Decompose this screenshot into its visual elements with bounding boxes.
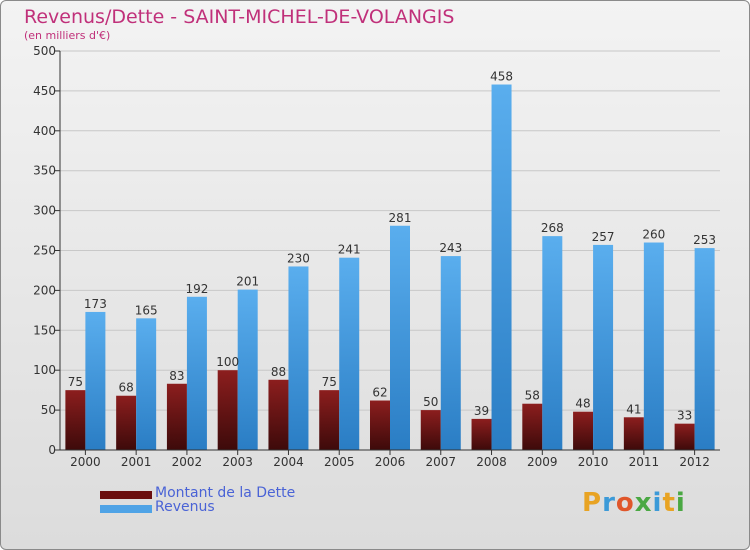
y-tick-label: 0 [48,443,56,457]
bar-debt [370,400,390,450]
y-tick-label: 300 [33,204,56,218]
y-tick-label: 200 [33,283,56,297]
x-tick-label: 2003 [222,455,253,469]
data-label: 458 [490,70,513,84]
bar-revenue [186,296,207,450]
y-tick-label: 350 [33,164,56,178]
bar-debt [319,390,340,450]
x-tick-label: 2000 [70,455,101,469]
data-label: 281 [389,211,412,225]
bar-debt [420,410,441,450]
chart-subtitle: (en milliers d'€) [24,29,111,42]
logo-letter: x [634,488,653,518]
x-tick-label: 2012 [679,455,710,469]
logo-letter: P [582,488,603,518]
logo-letter: i [652,488,663,518]
bar-revenue [339,257,360,450]
bar-debt [268,379,289,450]
x-tick-label: 2008 [476,455,507,469]
data-label: 241 [338,243,361,257]
bar-revenue [593,244,614,450]
legend-swatch-revenue [100,505,152,513]
data-label: 75 [68,375,83,389]
x-tick-label: 2009 [527,455,558,469]
x-tick-label: 2005 [324,455,355,469]
logo-letter: i [675,488,686,518]
y-tick-label: 450 [33,84,56,98]
bar-debt [65,390,86,450]
data-label: 41 [626,402,641,416]
data-label: 243 [439,241,462,255]
bar-revenue [136,318,157,450]
data-label: 253 [693,233,716,247]
bar-debt [116,395,137,450]
legend-label-revenue: Revenus [155,499,215,515]
bar-debt [623,417,644,450]
x-tick-label: 2001 [121,455,152,469]
data-label: 88 [271,365,286,379]
logo-letter: t [662,488,676,518]
data-label: 165 [135,303,158,317]
bar-revenue [440,256,461,450]
bar-debt [674,423,695,450]
bar-debt [217,370,238,450]
bar-revenue [491,84,512,451]
x-tick-label: 2007 [425,455,456,469]
data-label: 39 [474,404,489,418]
bar-revenue [237,289,258,450]
bar-revenue [288,266,309,450]
data-label: 50 [423,395,438,409]
y-tick-label: 400 [33,124,56,138]
x-tick-label: 2006 [375,455,406,469]
y-tick-label: 150 [33,323,56,337]
bar-revenue [694,248,715,450]
legend-label-debt: Montant de la Dette [155,485,296,501]
data-label: 58 [525,389,540,403]
proxiti-logo: Proxiti [582,488,686,518]
data-label: 100 [216,355,239,369]
data-label: 48 [575,397,590,411]
data-label: 201 [236,275,259,289]
x-tick-label: 2002 [172,455,203,469]
y-tick-label: 250 [33,244,56,258]
chart-title: Revenus/Dette - SAINT-MICHEL-DE-VOLANGIS [24,6,455,28]
bar-revenue [390,225,410,450]
data-label: 83 [169,369,184,383]
data-label: 62 [372,386,387,400]
x-tick-label: 2011 [629,455,660,469]
data-label: 33 [677,409,692,423]
data-label: 192 [185,282,208,296]
data-label: 68 [119,381,134,395]
bar-revenue [85,311,106,450]
logo-letter: r [602,488,616,518]
data-label: 257 [592,230,615,244]
legend-swatch-debt [100,491,152,499]
bar-debt [166,383,187,450]
bar-debt [522,403,543,450]
y-tick-label: 100 [33,363,56,377]
bar-debt [573,411,594,450]
data-label: 75 [322,375,337,389]
data-label: 268 [541,221,564,235]
bar-revenue [643,242,664,450]
logo-letter: o [615,488,635,518]
y-tick-label: 50 [41,403,56,417]
x-tick-label: 2004 [273,455,304,469]
data-label: 230 [287,251,310,265]
data-label: 260 [642,228,665,242]
bar-debt [471,418,492,450]
y-tick-label: 500 [33,44,56,58]
x-tick-label: 2010 [578,455,609,469]
bar-revenue [542,236,563,450]
data-label: 173 [84,297,107,311]
